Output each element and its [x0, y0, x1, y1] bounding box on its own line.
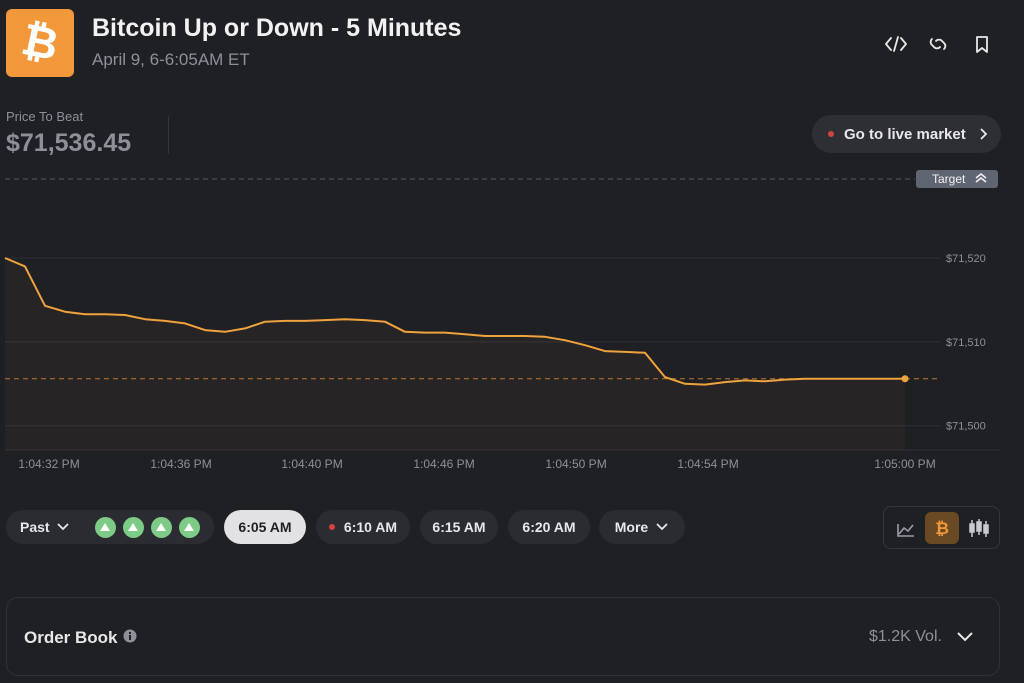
target-chevrons	[975, 173, 987, 183]
btc-mode[interactable]	[925, 512, 959, 544]
past-pill[interactable]: Past	[6, 510, 214, 544]
price-area	[5, 258, 905, 450]
chevron	[56, 523, 69, 531]
x-tick-label: 1:05:00 PM	[874, 457, 935, 471]
market-title: Bitcoin Up or Down - 5 Minutes	[92, 14, 462, 42]
live-dot	[828, 131, 834, 137]
bitcoin-logo: ₿	[6, 9, 74, 77]
header-actions	[885, 36, 988, 53]
y-tick-label: $71,520	[946, 253, 986, 265]
x-tick-label: 1:04:46 PM	[413, 457, 474, 471]
price-to-beat-value: $71,536.45	[6, 129, 132, 157]
price-chart: Target $71,500 $71,510 $71,520 1:04:32 PM 1:0…	[4, 170, 1000, 471]
live-market-label: Go to live market	[844, 125, 966, 143]
btc-mode-glyph: ₿	[935, 519, 949, 538]
info-icon	[123, 629, 137, 643]
current-price-dot	[901, 375, 909, 383]
x-tick-label: 1:04:32 PM	[18, 457, 79, 471]
up-result	[178, 516, 200, 538]
link-icon[interactable]	[929, 38, 947, 50]
market-subtitle: April 9, 6-6:05AM ET	[92, 50, 250, 69]
time-tab[interactable]: 6:05 AM	[224, 510, 306, 544]
live-market-button[interactable]: Go to live market	[812, 115, 1001, 153]
time-tab[interactable]: 6:20 AM	[508, 510, 590, 544]
chevron	[980, 128, 987, 140]
price-line	[4, 257, 905, 386]
time-tab-label: 6:10 AM	[343, 519, 398, 535]
time-tab[interactable]: 6:15 AM	[420, 510, 498, 544]
divider	[168, 116, 169, 154]
candle-mode[interactable]	[969, 519, 989, 537]
time-tab[interactable]: 6:10 AM	[316, 510, 410, 544]
bookmark-icon[interactable]	[976, 36, 988, 53]
up-result	[94, 516, 116, 538]
target-badge	[916, 170, 998, 188]
embed-icon[interactable]	[885, 36, 907, 52]
expand-chevron[interactable]	[956, 630, 974, 644]
x-tick-label: 1:04:54 PM	[677, 457, 738, 471]
up-result	[150, 516, 172, 538]
up-result	[122, 516, 144, 538]
x-tick-label: 1:04:40 PM	[281, 457, 342, 471]
y-tick-label: $71,510	[946, 337, 986, 349]
chart-mode-toggle: ₿	[883, 506, 1000, 549]
order-book-title: Order Book	[24, 628, 118, 647]
more-tab[interactable]: More	[599, 510, 685, 544]
order-book-volume: $1.2K Vol.	[869, 628, 942, 645]
y-tick-label: $71,500	[946, 421, 986, 433]
past-label: Past	[20, 519, 50, 535]
line-mode[interactable]	[897, 524, 914, 537]
chevron	[656, 523, 668, 531]
target-label: Target	[932, 172, 966, 186]
x-tick-label: 1:04:36 PM	[150, 457, 211, 471]
more-label: More	[614, 519, 649, 535]
x-tick-label: 1:04:50 PM	[545, 457, 606, 471]
order-book-panel[interactable]	[6, 597, 1000, 676]
live-dot	[328, 524, 335, 530]
price-to-beat-label: Price To Beat	[6, 109, 84, 124]
logo-glyph: ₿	[17, 14, 63, 71]
chart-mode-icons: ₿	[897, 512, 989, 544]
